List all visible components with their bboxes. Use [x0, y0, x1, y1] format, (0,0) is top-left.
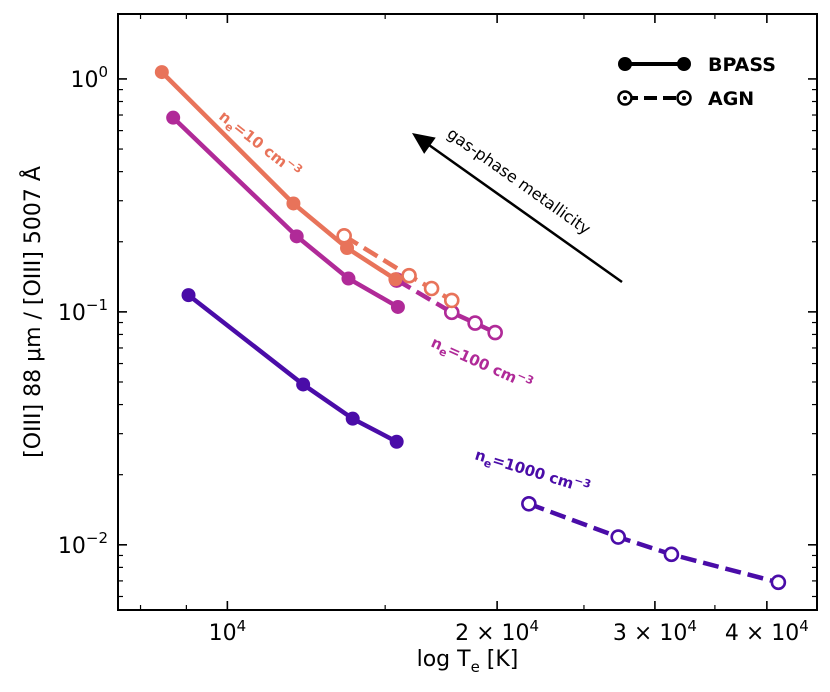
data-point	[663, 546, 680, 563]
data-point	[345, 411, 360, 426]
series-line	[170, 115, 401, 310]
x-tick-label: 2 × 104	[455, 617, 539, 646]
series-line	[395, 278, 497, 335]
series-line	[159, 69, 398, 282]
axes: log Te [K] [OIII] 88 μm / [OIII] 5007 Å	[19, 13, 818, 676]
data-point	[401, 267, 417, 284]
data-point	[154, 65, 169, 80]
x-tick-label: 3 × 104	[613, 617, 697, 646]
legend-marker-dot	[682, 96, 686, 100]
data-point	[340, 241, 355, 256]
annotations: ne=10 cm−3ne=100 cm−3ne=1000 cm−3gas-pha…	[216, 107, 623, 501]
y-axis-label: [OIII] 88 μm / [OIII] 5007 Å	[19, 166, 46, 458]
data-point	[443, 292, 460, 309]
data-point	[487, 324, 503, 341]
data-point	[770, 574, 787, 591]
metallicity-arrow-label: gas-phase metallicity	[444, 124, 595, 239]
legend-marker	[618, 57, 632, 71]
y-tick-label: 10−2	[58, 529, 108, 559]
series-line	[528, 501, 779, 585]
data-point	[423, 280, 440, 297]
series-layer	[154, 65, 787, 591]
data-point	[610, 529, 627, 545]
metallicity-arrow-head	[412, 133, 436, 154]
data-point	[166, 110, 181, 125]
data-point	[296, 377, 311, 392]
data-point	[388, 272, 403, 287]
y-tick-label: 10−1	[58, 296, 108, 326]
data-point	[521, 495, 537, 512]
data-point	[467, 315, 483, 331]
legend-label: AGN	[708, 88, 754, 110]
legend-marker-dot	[623, 96, 627, 100]
series-line	[186, 292, 399, 444]
series-line	[343, 233, 453, 303]
legend-marker	[677, 57, 691, 71]
series-annotation: ne=100 cm−3	[427, 331, 536, 396]
data-point	[336, 228, 352, 244]
x-tick-label: 4 × 104	[725, 617, 809, 646]
x-tick-label: 104	[209, 617, 247, 646]
x-axis-label: log Te [K]	[417, 647, 519, 676]
y-tick-label: 100	[70, 63, 108, 93]
ticks: 104 2 × 104 3 × 104 4 × 104 100 10−1 10−2	[58, 14, 817, 646]
data-point	[286, 196, 301, 211]
data-point	[389, 434, 404, 449]
data-point	[289, 229, 304, 244]
metallicity-arrow-shaft	[428, 143, 623, 284]
data-point	[341, 271, 356, 286]
legend: BPASS AGN	[617, 54, 776, 110]
series-annotation: ne=1000 cm−3	[472, 444, 593, 501]
legend-label: BPASS	[708, 54, 776, 76]
data-point	[181, 288, 196, 303]
data-point	[390, 299, 405, 314]
